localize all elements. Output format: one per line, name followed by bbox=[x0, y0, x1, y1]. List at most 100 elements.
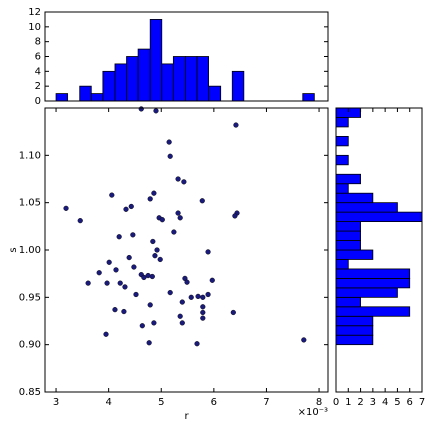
bar bbox=[335, 192, 374, 204]
bar bbox=[335, 135, 349, 147]
x-tick-label: 7 bbox=[419, 397, 425, 408]
bar bbox=[102, 70, 116, 102]
point bbox=[195, 293, 201, 299]
bar bbox=[335, 325, 374, 336]
bar bbox=[302, 93, 315, 102]
plot-frame bbox=[44, 107, 329, 393]
point bbox=[301, 337, 307, 343]
bar bbox=[335, 268, 411, 279]
bar bbox=[335, 183, 349, 194]
point bbox=[166, 139, 172, 145]
bar bbox=[335, 154, 349, 166]
y-tick-label: 2 bbox=[35, 81, 41, 92]
point bbox=[106, 259, 112, 265]
bar bbox=[90, 93, 104, 102]
point bbox=[126, 254, 132, 261]
bar bbox=[335, 221, 361, 232]
bar bbox=[335, 306, 411, 317]
point bbox=[157, 256, 163, 263]
point bbox=[205, 249, 211, 255]
point bbox=[209, 277, 215, 283]
point bbox=[159, 217, 165, 223]
point bbox=[131, 264, 137, 270]
bar bbox=[335, 296, 361, 308]
point bbox=[130, 232, 136, 238]
y-tick-label: 8 bbox=[35, 37, 41, 48]
x-tick-label: 5 bbox=[394, 397, 400, 408]
bar bbox=[335, 202, 398, 213]
bar bbox=[335, 287, 398, 298]
point bbox=[85, 280, 91, 286]
axis-offset-text: ×10⁻³ bbox=[298, 407, 328, 418]
point bbox=[112, 307, 118, 313]
point bbox=[181, 179, 187, 185]
point bbox=[184, 279, 190, 285]
point bbox=[179, 320, 185, 326]
y-tick-label: 6 bbox=[35, 52, 41, 63]
point bbox=[200, 304, 206, 310]
bar bbox=[126, 56, 139, 102]
bar bbox=[335, 249, 374, 260]
point bbox=[167, 290, 173, 296]
bar bbox=[335, 230, 361, 241]
point bbox=[139, 323, 145, 329]
point bbox=[133, 291, 139, 298]
bar bbox=[335, 334, 374, 346]
point bbox=[188, 294, 194, 300]
point bbox=[117, 280, 123, 286]
x-axis-label: r bbox=[184, 411, 189, 422]
x-tick-label: 1 bbox=[345, 397, 351, 408]
x-tick-label: 0 bbox=[333, 397, 339, 408]
point bbox=[175, 176, 181, 182]
point bbox=[116, 234, 122, 240]
bar bbox=[79, 85, 92, 102]
point bbox=[199, 198, 205, 204]
point bbox=[122, 284, 128, 290]
bar bbox=[55, 93, 69, 102]
x-tick-label: 8 bbox=[316, 397, 322, 408]
point bbox=[200, 309, 206, 316]
point bbox=[233, 122, 239, 128]
bar bbox=[114, 63, 127, 102]
bar bbox=[196, 56, 209, 102]
bar bbox=[172, 56, 186, 102]
y-tick-label: 0.90 bbox=[19, 340, 41, 351]
point bbox=[103, 331, 109, 337]
bar bbox=[335, 240, 361, 251]
x-tick-label: 4 bbox=[382, 397, 388, 408]
x-tick-label: 3 bbox=[53, 397, 59, 408]
x-tick-label: 5 bbox=[158, 397, 164, 408]
point bbox=[141, 274, 147, 281]
point bbox=[151, 190, 157, 196]
point bbox=[179, 299, 185, 305]
x-tick-label: 2 bbox=[357, 397, 363, 408]
point bbox=[152, 253, 158, 259]
y-tick-label: 0.85 bbox=[19, 387, 41, 398]
point bbox=[230, 309, 236, 316]
bar bbox=[335, 117, 349, 128]
point bbox=[151, 320, 157, 326]
bar bbox=[335, 211, 423, 222]
y-tick-label: 4 bbox=[35, 66, 41, 77]
x-tick-label: 3 bbox=[370, 397, 376, 408]
bar bbox=[137, 48, 151, 102]
point bbox=[177, 215, 183, 221]
point bbox=[177, 313, 183, 319]
bar bbox=[161, 63, 174, 102]
x-tick-label: 6 bbox=[211, 397, 217, 408]
point bbox=[63, 205, 69, 211]
plot-frame bbox=[335, 107, 423, 393]
x-tick-label: 7 bbox=[263, 397, 269, 408]
y-tick-label: 0.95 bbox=[19, 292, 41, 303]
point bbox=[171, 229, 177, 235]
point bbox=[200, 294, 206, 300]
y-tick-label: 12 bbox=[28, 7, 41, 18]
y-axis-label: s bbox=[8, 247, 19, 252]
x-tick-label: 6 bbox=[407, 397, 413, 408]
point bbox=[200, 315, 206, 321]
point bbox=[154, 247, 160, 253]
point bbox=[77, 218, 83, 224]
point bbox=[194, 341, 200, 347]
point bbox=[232, 213, 238, 219]
point bbox=[167, 153, 173, 159]
